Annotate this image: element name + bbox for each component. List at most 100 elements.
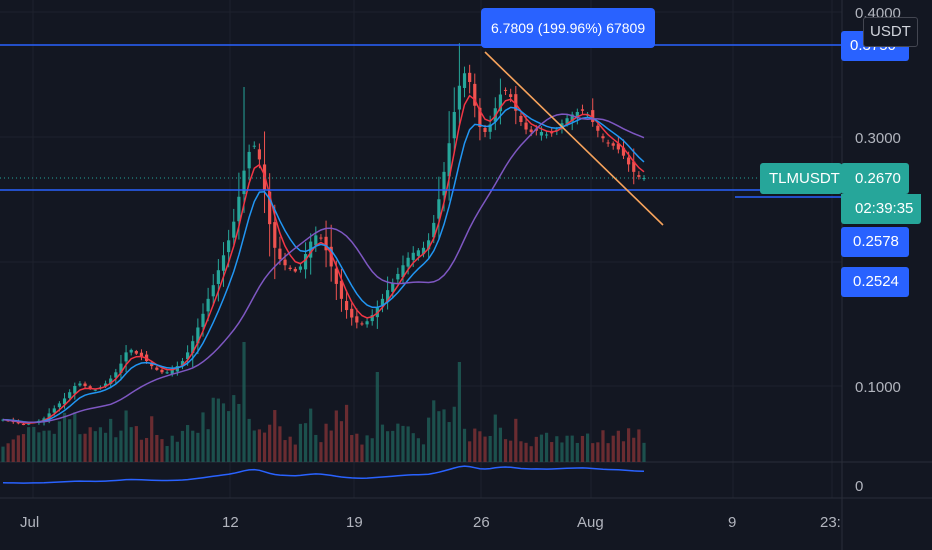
volume-bar-19 [98, 427, 103, 462]
volume-bar-107 [550, 442, 554, 462]
candle-body-111 [570, 114, 574, 122]
volume-bar-24 [124, 410, 128, 462]
candle-body-64 [329, 246, 333, 267]
descending-trendline [484, 51, 664, 226]
candle-body-74 [380, 298, 385, 305]
volume-bar-3 [16, 435, 20, 462]
candle-body-97 [498, 94, 503, 112]
volume-bar-46 [237, 403, 241, 462]
symbol-label: TLMUSDT [760, 163, 842, 194]
candle-body-113 [580, 109, 585, 111]
candle-body-72 [370, 315, 374, 322]
volume-bar-113 [580, 435, 585, 462]
candle-body-18 [93, 389, 97, 391]
volume-bar-117 [601, 430, 605, 462]
volume-bar-33 [170, 435, 174, 462]
candle-body-9 [47, 413, 51, 420]
volume-bar-102 [524, 442, 528, 462]
volume-bar-89 [457, 362, 461, 462]
volume-bar-93 [478, 431, 482, 462]
volume-bar-68 [350, 435, 354, 462]
volume-bar-121 [621, 441, 626, 462]
volume-bar-114 [585, 433, 590, 462]
volume-bar-81 [416, 438, 420, 462]
candlesticks [1, 43, 646, 426]
candle-body-57 [293, 268, 297, 272]
candle-body-54 [278, 248, 282, 260]
candle-body-108 [555, 129, 559, 131]
candle-body-17 [88, 386, 92, 389]
measure-label: 6.7809 (199.96%) 67809 [481, 8, 656, 48]
volume-bar-82 [421, 444, 426, 462]
volume-bar-8 [42, 430, 46, 462]
candle-body-120 [616, 143, 620, 150]
ma-slow-line [2, 106, 645, 423]
volume-bar-75 [386, 431, 390, 462]
volume-bar-72 [370, 438, 374, 462]
volume-bar-108 [555, 436, 559, 462]
volume-bar-88 [452, 406, 456, 462]
candle-body-14 [73, 386, 77, 394]
volume-bar-23 [119, 430, 123, 462]
volume-bar-20 [103, 432, 108, 462]
candle-body-22 [114, 372, 118, 378]
volume-bar-125 [642, 442, 646, 462]
volume-bar-40 [206, 429, 210, 462]
time-tick-4: Aug [577, 514, 604, 531]
candle-body-27 [139, 352, 144, 357]
volume-bar-43 [221, 403, 226, 462]
candle-body-62 [319, 237, 323, 239]
volume-bar-30 [155, 434, 159, 462]
last-price-tag: 0.2670 [841, 163, 909, 194]
volume-bar-12 [62, 412, 67, 462]
candle-body-85 [437, 199, 441, 219]
candle-body-77 [396, 273, 400, 280]
volume-bar-36 [186, 425, 190, 462]
candle-body-102 [524, 122, 528, 130]
candle-body-61 [314, 235, 318, 246]
candle-body-30 [155, 367, 159, 370]
candle-body-50 [257, 149, 261, 160]
volume-bar-48 [247, 418, 251, 462]
volume-bar-58 [298, 423, 303, 462]
volume-bar-96 [493, 414, 497, 462]
candle-body-82 [421, 247, 426, 255]
volume-bar-32 [165, 446, 169, 462]
candle-body-103 [529, 129, 533, 132]
volume-bar-7 [37, 432, 41, 462]
candle-body-122 [627, 157, 631, 165]
candle-body-91 [468, 72, 472, 82]
candle-body-98 [503, 89, 508, 91]
candle-body-76 [391, 282, 395, 292]
candle-body-90 [462, 73, 467, 88]
volume-bar-41 [211, 397, 215, 462]
candle-body-110 [565, 118, 569, 124]
candle-body-37 [191, 341, 195, 354]
countdown-tag: 02:39:35 [841, 194, 921, 224]
volume-bar-66 [339, 421, 344, 462]
candle-body-65 [334, 268, 338, 284]
candle-body-11 [57, 403, 62, 408]
candle-body-69 [355, 316, 359, 323]
volume-bar-79 [406, 426, 410, 462]
volume-bar-59 [303, 423, 308, 462]
candle-body-58 [298, 266, 303, 270]
volume-bar-98 [503, 439, 508, 462]
support-price-tag-1: 0.2578 [841, 227, 909, 257]
candle-body-29 [150, 363, 154, 367]
volume-bar-115 [591, 443, 595, 462]
volume-bar-118 [606, 443, 610, 462]
time-tick-5: 9 [728, 514, 736, 531]
volume-bar-73 [375, 372, 379, 462]
volume-bar-95 [488, 435, 492, 462]
support-price-tag-2: 0.2524 [841, 267, 909, 297]
candle-body-55 [283, 259, 287, 266]
candle-body-125 [642, 178, 646, 180]
volume-bar-27 [139, 439, 144, 462]
volume-bar-123 [632, 437, 636, 462]
currency-badge[interactable]: USDT [863, 17, 918, 47]
candle-body-121 [621, 147, 626, 156]
candle-body-10 [52, 408, 56, 413]
candle-body-94 [483, 128, 487, 132]
